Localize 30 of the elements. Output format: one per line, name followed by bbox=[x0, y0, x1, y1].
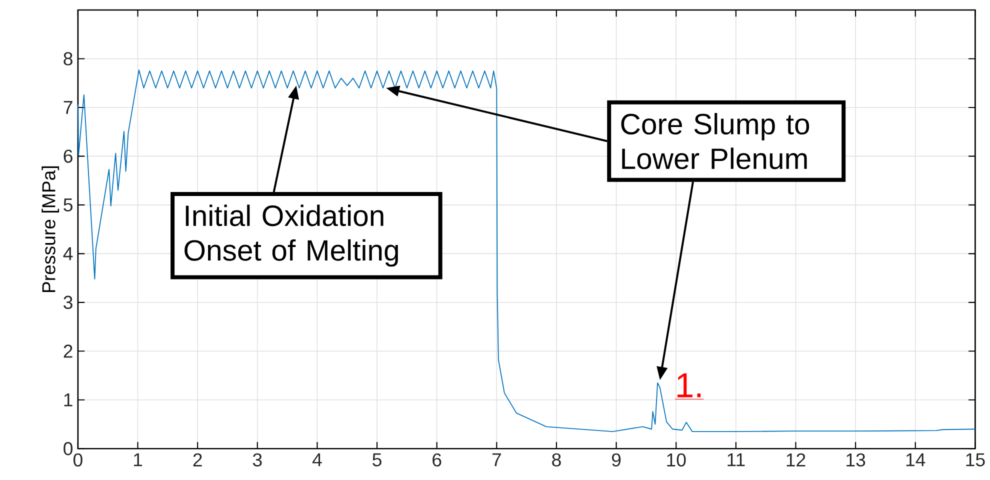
x-tick-label: 15 bbox=[966, 454, 985, 467]
x-tick-label: 13 bbox=[846, 454, 866, 467]
y-tick-label: 8 bbox=[64, 52, 72, 66]
x-tick-label: 14 bbox=[906, 454, 926, 466]
x-tick-label: 3 bbox=[252, 454, 262, 467]
x-tick-label: 7 bbox=[492, 454, 501, 466]
y-tick-label: 7 bbox=[64, 101, 72, 114]
x-tick-label: 1 bbox=[134, 454, 142, 466]
x-tick-label: 5 bbox=[372, 454, 382, 467]
x-tick-label: 12 bbox=[786, 454, 806, 467]
annotation: Initial Oxidation Onset of Melting bbox=[184, 204, 398, 267]
x-tick-label: 9 bbox=[612, 454, 621, 467]
y-tick-label: 4 bbox=[63, 247, 73, 260]
x-tick-label: 10 bbox=[667, 454, 686, 467]
line-series bbox=[77, 70, 976, 432]
y-tick-label: 0 bbox=[64, 442, 73, 456]
x-tick-label: 11 bbox=[728, 454, 745, 466]
annotation: Core Slump to Lower Plenum bbox=[621, 113, 810, 170]
annotation: 1. bbox=[678, 374, 701, 398]
y-axis-title: Pressure [MPa] bbox=[42, 166, 60, 292]
y-tick-label: 5 bbox=[64, 198, 72, 212]
x-tick-label: 8 bbox=[552, 454, 561, 467]
y-tick-label: 6 bbox=[64, 150, 72, 164]
x-tick-label: 0 bbox=[73, 454, 82, 467]
y-tick-label: 2 bbox=[64, 344, 72, 358]
y-tick-label: 1 bbox=[64, 394, 72, 407]
y-tick-label: 3 bbox=[64, 296, 72, 310]
x-tick-label: 2 bbox=[193, 454, 202, 467]
x-tick-label: 4 bbox=[312, 454, 322, 466]
x-tick-label: 6 bbox=[432, 454, 442, 467]
